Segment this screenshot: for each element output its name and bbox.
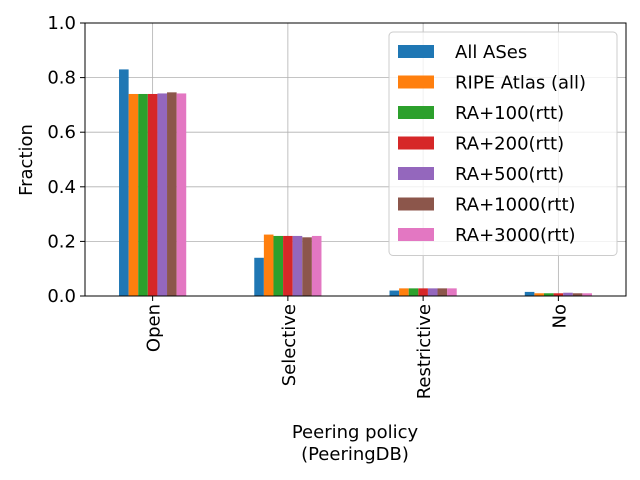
bar <box>427 288 438 296</box>
legend-label: RA+200(rtt) <box>455 134 564 155</box>
legend-swatch <box>398 106 434 119</box>
bar <box>283 235 293 296</box>
legend-swatch <box>398 75 434 89</box>
bar <box>582 293 592 296</box>
legend-swatch <box>398 197 434 211</box>
y-tick-label: 0.6 <box>47 122 76 143</box>
bar <box>119 69 129 296</box>
legend-label: All ASes <box>455 42 527 63</box>
bar <box>572 293 583 296</box>
plot-frame <box>84 22 627 297</box>
bar <box>408 288 419 296</box>
axes <box>84 22 627 297</box>
bar <box>543 293 554 296</box>
bar <box>176 93 187 297</box>
y-tick-label: 0.4 <box>47 177 76 198</box>
x-tick-label: No <box>549 304 570 328</box>
legend-label: RA+3000(rtt) <box>455 225 576 246</box>
x-tick-label: Open <box>144 304 165 352</box>
y-tick-label: 0.0 <box>47 286 76 307</box>
legend-swatch <box>398 228 434 241</box>
bar <box>534 293 544 296</box>
bar <box>311 235 322 296</box>
x-tick-label: Restrictive <box>414 304 435 399</box>
legend: All ASes RIPE Atlas (all) RA+100(rtt) RA+20… <box>388 31 618 256</box>
bar <box>157 93 168 297</box>
bar <box>138 93 148 296</box>
legend-swatch <box>398 167 434 180</box>
bar <box>418 288 428 296</box>
x-axis-label-line: Peering policy <box>292 422 419 443</box>
legend-label: RA+100(rtt) <box>455 103 564 124</box>
legend-box <box>388 31 618 256</box>
legend-swatch <box>398 136 434 150</box>
legend-label: RA+500(rtt) <box>455 164 564 185</box>
bar <box>553 293 564 296</box>
bar <box>254 257 264 296</box>
bar <box>167 92 177 296</box>
y-tick-label: 0.8 <box>47 68 76 89</box>
x-tick-label: Selective <box>279 304 300 386</box>
y-axis-label: Fraction <box>16 124 37 196</box>
bar <box>302 237 312 296</box>
x-axis-label-line: (PeeringDB) <box>301 444 409 465</box>
bar <box>263 234 274 296</box>
x-ticks: Open Selective Restrictive No <box>144 296 570 399</box>
bar <box>389 290 400 296</box>
legend-label: RIPE Atlas (all) <box>455 73 586 94</box>
legend-swatch <box>398 45 434 58</box>
bar <box>292 235 303 296</box>
y-tick-label: 0.2 <box>47 231 76 252</box>
y-ticks: 0.0 0.2 0.4 0.6 0.8 1.0 <box>47 13 85 307</box>
bar <box>524 291 535 296</box>
bar <box>437 288 448 296</box>
bar <box>447 288 457 296</box>
bar <box>128 93 139 296</box>
x-axis-label: Peering policy(PeeringDB) <box>292 422 419 465</box>
y-tick-label: 1.0 <box>47 13 76 34</box>
bar <box>147 93 158 296</box>
legend-label: RA+1000(rtt) <box>455 195 576 216</box>
bars <box>119 69 592 297</box>
bar <box>563 292 573 296</box>
bar <box>273 235 284 296</box>
bar <box>399 288 409 296</box>
